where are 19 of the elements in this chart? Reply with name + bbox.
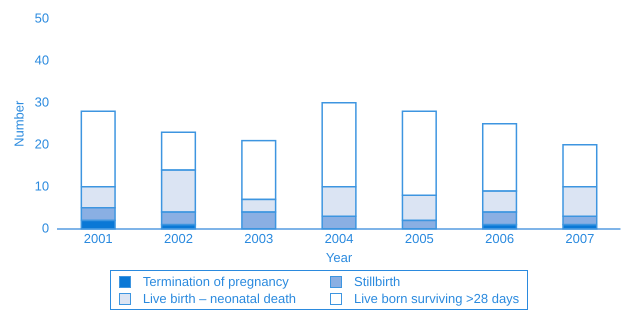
- x-tick-label: 2006: [485, 231, 514, 246]
- legend-label: Live birth – neonatal death: [142, 291, 296, 306]
- y-tick-label: 30: [34, 94, 50, 110]
- x-tick-label: 2005: [404, 231, 434, 246]
- x-tick-label: 2004: [324, 231, 354, 246]
- y-tick-label: 0: [42, 220, 50, 236]
- legend-label: Termination of pregnancy: [142, 274, 289, 289]
- y-tick-label: 50: [34, 10, 50, 26]
- legend-label: Stillbirth: [354, 274, 400, 289]
- x-tick-label: 2002: [164, 231, 193, 246]
- x-tick-label: 2007: [565, 231, 594, 246]
- x-tick-label: 2001: [84, 231, 113, 246]
- y-tick-label: 20: [34, 136, 50, 152]
- y-tick-label: 40: [34, 52, 50, 68]
- legend-label: Live born surviving >28 days: [354, 291, 520, 306]
- x-tick-label: 2003: [244, 231, 274, 246]
- y-axis-title: Number: [11, 100, 26, 147]
- y-tick-label: 10: [34, 178, 50, 194]
- x-axis-title: Year: [326, 250, 353, 265]
